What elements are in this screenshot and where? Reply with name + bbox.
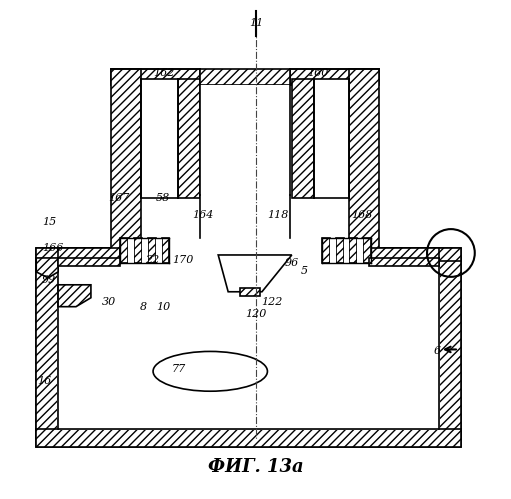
Text: 96: 96	[285, 258, 299, 268]
Text: 11: 11	[249, 18, 263, 28]
Bar	[363, 238, 371, 263]
Bar	[240, 288, 260, 296]
Bar	[111, 69, 141, 253]
Bar	[36, 258, 58, 439]
Bar	[155, 238, 161, 263]
Text: 166: 166	[42, 243, 64, 253]
Text: 167: 167	[108, 193, 129, 203]
Text: 5: 5	[301, 266, 308, 276]
Text: 10: 10	[156, 302, 171, 312]
Bar	[141, 79, 178, 198]
Bar	[336, 238, 343, 263]
Bar	[36, 248, 461, 261]
Polygon shape	[218, 255, 292, 292]
Bar	[36, 429, 461, 447]
Text: 8: 8	[140, 302, 147, 312]
Bar	[330, 238, 336, 263]
Text: 162: 162	[153, 68, 174, 78]
Text: 16: 16	[37, 376, 51, 386]
Bar	[36, 248, 461, 261]
Bar	[141, 79, 178, 198]
Text: 77: 77	[171, 364, 185, 374]
Bar	[128, 238, 134, 263]
Ellipse shape	[153, 351, 267, 391]
Text: 6: 6	[433, 346, 440, 356]
Bar	[36, 429, 461, 447]
Bar	[58, 262, 439, 429]
Bar	[142, 238, 148, 263]
Bar	[36, 258, 58, 439]
Bar	[134, 238, 142, 263]
Text: 15: 15	[42, 217, 56, 227]
Bar	[148, 238, 155, 263]
Bar	[369, 248, 439, 263]
Bar	[58, 261, 439, 429]
Polygon shape	[36, 258, 58, 278]
Bar	[200, 85, 290, 259]
Text: ФИГ. 13а: ФИГ. 13а	[208, 458, 304, 476]
Text: 99: 99	[42, 275, 56, 285]
Text: 118: 118	[267, 210, 289, 220]
Bar	[439, 258, 461, 439]
Bar	[343, 238, 350, 263]
Text: 22: 22	[146, 255, 160, 265]
Bar	[350, 69, 379, 253]
Bar	[357, 238, 363, 263]
Bar	[161, 238, 170, 263]
Text: 160: 160	[307, 68, 329, 78]
Bar	[58, 258, 120, 266]
Bar	[292, 79, 314, 198]
Text: 122: 122	[261, 297, 283, 307]
Text: 120: 120	[245, 309, 267, 319]
Text: 58: 58	[155, 193, 170, 203]
Bar	[178, 79, 200, 198]
Text: 30: 30	[102, 297, 116, 307]
Text: 168: 168	[351, 210, 372, 220]
Bar	[369, 258, 439, 266]
Text: 164: 164	[193, 210, 214, 220]
Bar	[290, 69, 379, 85]
Bar	[58, 248, 120, 263]
Bar	[314, 79, 350, 198]
Bar	[200, 69, 290, 85]
Bar	[439, 258, 461, 439]
Bar	[170, 238, 321, 263]
Bar	[350, 238, 357, 263]
Text: 170: 170	[172, 255, 193, 265]
Bar	[314, 79, 350, 198]
Bar	[58, 258, 439, 429]
Bar	[120, 238, 128, 263]
Bar	[321, 238, 330, 263]
Bar	[111, 69, 200, 85]
Polygon shape	[58, 285, 91, 307]
